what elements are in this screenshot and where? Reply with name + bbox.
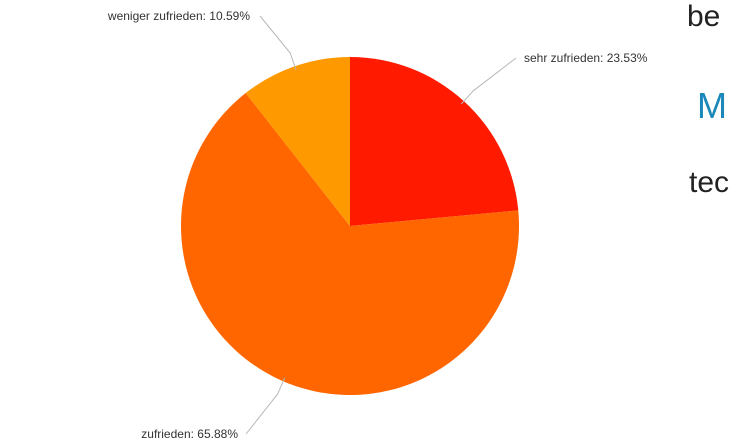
pie-slice-sehr-zufrieden[interactable]	[350, 57, 519, 226]
slice-labels: sehr zufrieden: 23.53% zufrieden: 65.88% w…	[107, 9, 648, 441]
slice-label: zufrieden: 65.88%	[141, 427, 238, 441]
slice-label: sehr zufrieden: 23.53%	[524, 51, 648, 65]
side-text-link[interactable]: M	[697, 85, 727, 126]
pie-slices	[181, 57, 520, 396]
pie-slice-weniger-zufrieden[interactable]	[245, 57, 350, 226]
leader-line	[245, 377, 286, 435]
slice-label: weniger zufrieden: 10.59%	[107, 9, 250, 23]
side-text-line-3: tec	[689, 166, 730, 199]
leader-line	[259, 15, 297, 71]
pie-slice-zufrieden[interactable]	[181, 93, 520, 396]
leader-line	[460, 57, 517, 105]
leader-lines	[245, 15, 517, 435]
side-text-line-1: be	[687, 0, 721, 33]
